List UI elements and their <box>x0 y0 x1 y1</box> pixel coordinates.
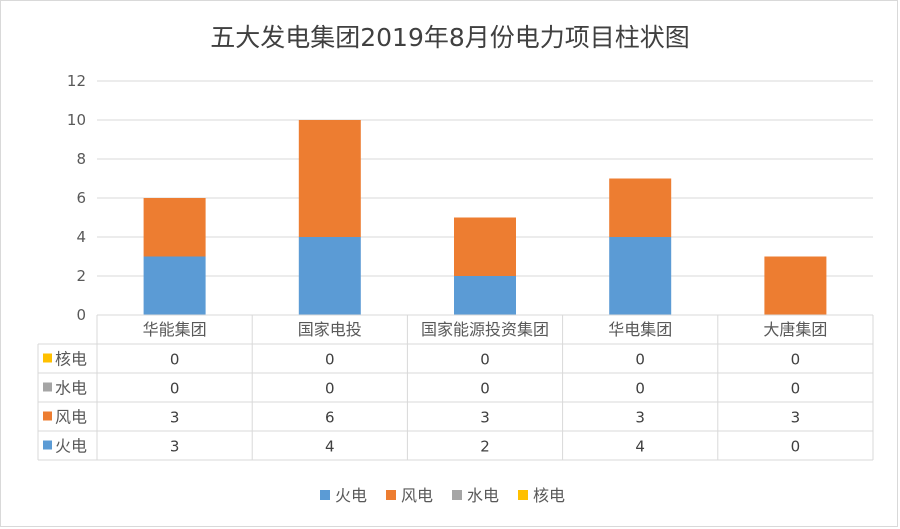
y-axis-ticks: 0 2 4 6 8 10 12 <box>67 72 86 324</box>
table-cell-value: 0 <box>325 380 335 398</box>
series-name: 风电 <box>55 408 87 427</box>
series-name: 核电 <box>55 350 87 369</box>
bar-segment <box>609 178 672 237</box>
legend-label: 火电 <box>335 486 367 505</box>
legend-label: 水电 <box>467 486 499 505</box>
y-tick-label: 6 <box>76 189 86 207</box>
table-cell-value: 3 <box>170 409 180 427</box>
table-cell-value: 0 <box>791 438 801 456</box>
table-cell-value: 0 <box>480 380 490 398</box>
category-label: 华能集团 <box>143 320 207 339</box>
chart-title: 五大发电集团2019年8月份电力项目柱状图 <box>210 23 690 52</box>
bars <box>143 120 827 315</box>
table-legend-key <box>43 353 52 363</box>
legend-label: 风电 <box>401 486 433 505</box>
bar-segment <box>143 256 206 315</box>
bar-segment <box>298 120 361 237</box>
bar-segment <box>764 256 827 315</box>
table-legend-key <box>43 382 52 392</box>
table-cell-value: 3 <box>635 409 645 427</box>
table-cell-value: 4 <box>635 438 645 456</box>
table-cell-value: 0 <box>480 351 490 369</box>
table-cell-value: 0 <box>170 351 180 369</box>
legend-swatch <box>518 490 528 500</box>
legend-swatch <box>452 490 462 500</box>
category-label: 国家电投 <box>298 320 362 339</box>
bar-segment <box>454 217 516 276</box>
table-legend-key <box>43 440 52 450</box>
bar-segment <box>454 276 516 315</box>
table-cell-value: 0 <box>791 380 801 398</box>
table-cell-value: 0 <box>635 351 645 369</box>
table-cell-value: 0 <box>170 380 180 398</box>
table-cell-value: 2 <box>480 438 490 456</box>
legend: 火电 风电 水电 核电 <box>320 486 565 505</box>
table-cell-value: 3 <box>791 409 801 427</box>
table-cell-value: 4 <box>325 438 335 456</box>
y-tick-label: 10 <box>67 111 86 129</box>
y-tick-label: 4 <box>76 228 86 246</box>
bar-segment <box>143 198 206 257</box>
table-cell-value: 6 <box>325 409 335 427</box>
y-tick-label: 12 <box>67 72 86 90</box>
category-label: 华电集团 <box>608 320 672 339</box>
table-cell-value: 0 <box>791 351 801 369</box>
legend-label: 核电 <box>533 486 565 505</box>
y-tick-label: 8 <box>76 150 86 168</box>
category-label: 大唐集团 <box>763 320 827 339</box>
category-label: 国家能源投资集团 <box>421 320 549 339</box>
y-tick-label: 2 <box>76 267 86 285</box>
table-cell-value: 0 <box>635 380 645 398</box>
table-cell-value: 0 <box>325 351 335 369</box>
table-cell-value: 3 <box>170 438 180 456</box>
table-legend-key <box>43 411 52 421</box>
bar-segment <box>298 237 361 315</box>
legend-swatch <box>386 490 396 500</box>
bar-segment <box>609 237 672 315</box>
series-name: 火电 <box>55 437 87 456</box>
table-cell-value: 3 <box>480 409 490 427</box>
y-tick-label: 0 <box>76 306 86 324</box>
legend-swatch <box>320 490 330 500</box>
series-name: 水电 <box>55 379 87 398</box>
